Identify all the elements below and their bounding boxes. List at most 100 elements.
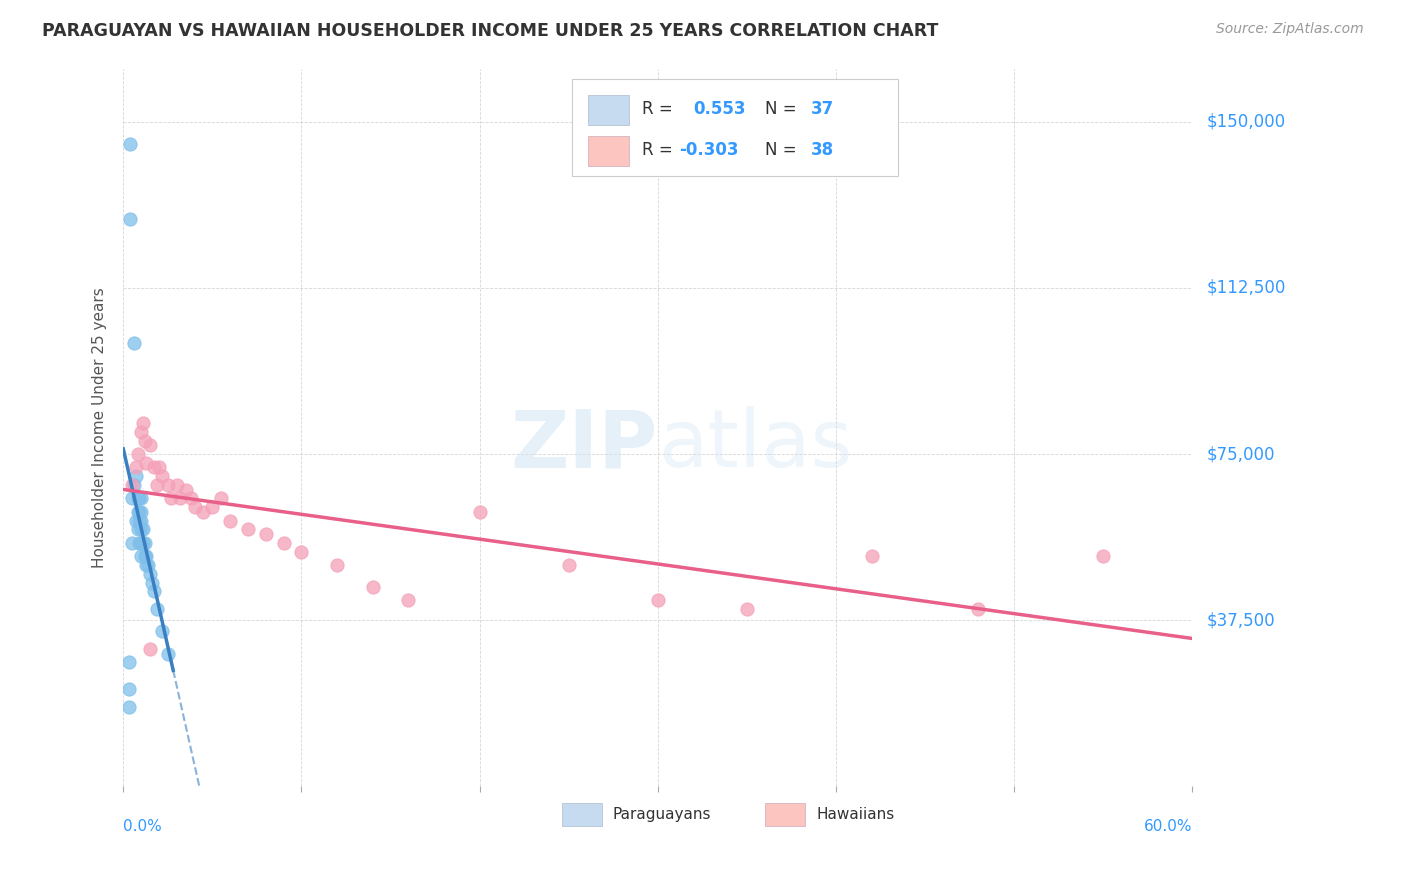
Point [136, 558, 159, 572]
Text: PARAGUAYAN VS HAWAIIAN HOUSEHOLDER INCOME UNDER 25 YEARS CORRELATION CHART: PARAGUAYAN VS HAWAIIAN HOUSEHOLDER INCOM… [42, 22, 939, 40]
Point [129, 425, 152, 439]
Point [139, 438, 162, 452]
Point [152, 624, 174, 639]
Point [254, 527, 277, 541]
Point [128, 514, 150, 528]
Point [125, 469, 148, 483]
Point [127, 491, 149, 506]
Point [236, 523, 259, 537]
Point [273, 535, 295, 549]
Point [125, 514, 148, 528]
Point [132, 523, 155, 537]
Point [156, 478, 179, 492]
Point [156, 647, 179, 661]
Point [146, 602, 169, 616]
Point [125, 460, 148, 475]
FancyBboxPatch shape [588, 95, 628, 125]
Point [135, 456, 157, 470]
Text: $112,500: $112,500 [1206, 279, 1285, 297]
Point [219, 514, 242, 528]
Point [128, 535, 150, 549]
Point [193, 505, 215, 519]
Point [152, 469, 174, 483]
Point [180, 491, 202, 506]
Point [128, 491, 150, 506]
Y-axis label: Householder Income Under 25 years: Householder Income Under 25 years [93, 287, 107, 568]
Point [129, 505, 152, 519]
Point [142, 584, 165, 599]
Point [129, 549, 152, 563]
Text: 60.0%: 60.0% [1144, 819, 1192, 834]
FancyBboxPatch shape [588, 136, 628, 166]
Point [121, 535, 143, 549]
Point [120, 212, 142, 227]
Point [468, 505, 491, 519]
Point [121, 478, 143, 492]
Point [134, 535, 156, 549]
Point [134, 549, 156, 563]
Point [117, 699, 139, 714]
Point [735, 602, 758, 616]
Text: -0.303: -0.303 [679, 142, 738, 160]
Point [117, 656, 139, 670]
Point [557, 558, 579, 572]
Point [141, 575, 163, 590]
Point [142, 460, 165, 475]
Point [860, 549, 883, 563]
Text: 0.0%: 0.0% [124, 819, 162, 834]
Point [117, 681, 139, 696]
Point [396, 593, 419, 607]
Point [132, 535, 155, 549]
Point [174, 483, 197, 497]
Point [139, 642, 162, 657]
Text: 0.553: 0.553 [693, 100, 745, 118]
Point [134, 434, 156, 448]
Point [129, 535, 152, 549]
Point [290, 544, 312, 558]
Point [127, 447, 149, 461]
Point [132, 416, 155, 430]
Point [166, 478, 188, 492]
Point [361, 580, 384, 594]
Point [121, 491, 143, 506]
Point [127, 505, 149, 519]
FancyBboxPatch shape [572, 79, 898, 177]
Text: Hawaiians: Hawaiians [815, 807, 894, 822]
Point [122, 336, 145, 351]
FancyBboxPatch shape [561, 803, 602, 826]
Point [146, 478, 169, 492]
Point [129, 491, 152, 506]
Point [183, 500, 205, 515]
Text: atlas: atlas [658, 407, 852, 484]
Text: Source: ZipAtlas.com: Source: ZipAtlas.com [1216, 22, 1364, 37]
Text: $150,000: $150,000 [1206, 112, 1285, 131]
Point [128, 505, 150, 519]
Point [129, 523, 152, 537]
Point [169, 491, 191, 506]
Text: N =: N = [765, 100, 801, 118]
Point [122, 478, 145, 492]
Text: R =: R = [641, 142, 678, 160]
Text: R =: R = [641, 100, 678, 118]
Point [201, 500, 224, 515]
Point [129, 514, 152, 528]
Point [209, 491, 232, 506]
Text: 37: 37 [811, 100, 834, 118]
Point [139, 566, 162, 581]
Text: 38: 38 [811, 142, 834, 160]
FancyBboxPatch shape [765, 803, 806, 826]
Point [148, 460, 170, 475]
Text: $75,000: $75,000 [1206, 445, 1275, 463]
Point [127, 523, 149, 537]
Point [160, 491, 183, 506]
Point [967, 602, 990, 616]
Point [326, 558, 349, 572]
Text: N =: N = [765, 142, 801, 160]
Point [135, 558, 157, 572]
Text: Paraguayans: Paraguayans [613, 807, 711, 822]
Point [1092, 549, 1115, 563]
Point [647, 593, 669, 607]
Text: ZIP: ZIP [510, 407, 658, 484]
Text: $37,500: $37,500 [1206, 611, 1275, 629]
Point [120, 136, 142, 151]
